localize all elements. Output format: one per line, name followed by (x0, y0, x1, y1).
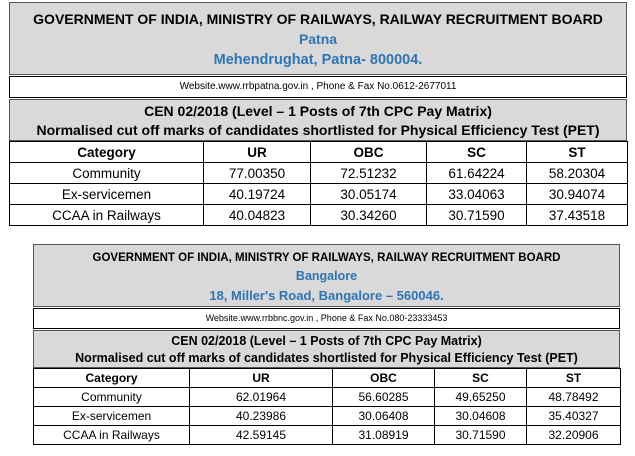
header-cell: UR (189, 368, 333, 388)
table-cell: 40.04823 (203, 204, 311, 226)
table-cell: CCAA in Railways (33, 425, 190, 445)
table-cell: 61.64224 (426, 162, 527, 184)
notice-header: GOVERNMENT OF INDIA, MINISTRY OF RAILWAY… (33, 244, 620, 307)
header-cell: ST (526, 141, 628, 163)
notice-header: GOVERNMENT OF INDIA, MINISTRY OF RAILWAY… (9, 2, 627, 75)
table-cell: 30.04608 (434, 406, 527, 426)
table-cell: 30.71590 (426, 204, 527, 226)
cen-heading: CEN 02/2018 (Level – 1 Posts of 7th CPC … (33, 330, 620, 368)
table-header-row: Category UR OBC SC ST (9, 141, 628, 163)
header-cell: ST (526, 368, 621, 388)
board-city: Bangalore (295, 269, 358, 283)
header-cell: SC (426, 141, 527, 163)
table-cell: 72.51232 (310, 162, 427, 184)
table-row: CCAA in Railways 40.04823 30.34260 30.71… (9, 204, 628, 226)
notice-patna: GOVERNMENT OF INDIA, MINISTRY OF RAILWAY… (9, 2, 628, 226)
cen-subtitle: Normalised cut off marks of candidates s… (75, 351, 578, 365)
header-cell: OBC (332, 368, 435, 388)
cen-title: CEN 02/2018 (Level – 1 Posts of 7th CPC … (171, 334, 482, 348)
table-cell: 40.23986 (189, 406, 333, 426)
cen-subtitle: Normalised cut off marks of candidates s… (36, 122, 600, 138)
cutoff-table: Category UR OBC SC ST Community 77.00350… (9, 141, 628, 226)
table-cell: 31.08919 (332, 425, 435, 445)
table-cell: 37.43518 (526, 204, 628, 226)
website-contact-line: Website.www.rrbpatna.gov.in , Phone & Fa… (9, 76, 627, 98)
table-cell: 56.60285 (332, 387, 435, 407)
table-row: Ex-servicemen 40.23986 30.06408 30.04608… (33, 406, 621, 426)
cutoff-table: Category UR OBC SC ST Community 62.01964… (33, 368, 621, 445)
header-cell: SC (434, 368, 527, 388)
header-cell: OBC (310, 141, 427, 163)
table-cell: Community (9, 162, 204, 184)
table-cell: 62.01964 (189, 387, 333, 407)
table-cell: 30.71590 (434, 425, 527, 445)
board-city: Patna (298, 31, 338, 47)
table-cell: CCAA in Railways (9, 204, 204, 226)
cen-title: CEN 02/2018 (Level – 1 Posts of 7th CPC … (144, 103, 492, 119)
table-cell: 35.40327 (526, 406, 621, 426)
table-cell: 42.59145 (189, 425, 333, 445)
header-cell: UR (203, 141, 311, 163)
table-row: Ex-servicemen 40.19724 30.05174 33.04063… (9, 183, 628, 205)
table-row: Community 62.01964 56.60285 49.65250 48.… (33, 387, 621, 407)
table-header-row: Category UR OBC SC ST (33, 368, 621, 388)
table-cell: 30.06408 (332, 406, 435, 426)
header-cell: Category (9, 141, 204, 163)
notice-bangalore: GOVERNMENT OF INDIA, MINISTRY OF RAILWAY… (33, 244, 621, 445)
board-address: Mehendrughat, Patna- 800004. (213, 52, 423, 68)
table-cell: 58.20304 (526, 162, 628, 184)
website-contact-line: Website.www.rrbbnc.gov.in , Phone & Fax … (33, 308, 620, 329)
table-cell: 30.94074 (526, 183, 628, 205)
table-cell: 40.19724 (203, 183, 311, 205)
table-cell: 77.00350 (203, 162, 311, 184)
org-name: GOVERNMENT OF INDIA, MINISTRY OF RAILWAY… (33, 11, 603, 27)
table-cell: Ex-servicemen (33, 406, 190, 426)
table-cell: 30.05174 (310, 183, 427, 205)
header-cell: Category (33, 368, 190, 388)
table-row: CCAA in Railways 42.59145 31.08919 30.71… (33, 425, 621, 445)
board-address: 18, Miller's Road, Bangalore – 560046. (209, 288, 444, 303)
table-cell: Ex-servicemen (9, 183, 204, 205)
table-cell: 30.34260 (310, 204, 427, 226)
table-cell: 48.78492 (526, 387, 621, 407)
table-cell: 32.20906 (526, 425, 621, 445)
table-cell: 33.04063 (426, 183, 527, 205)
org-name: GOVERNMENT OF INDIA, MINISTRY OF RAILWAY… (92, 252, 561, 264)
table-row: Community 77.00350 72.51232 61.64224 58.… (9, 162, 628, 184)
table-cell: Community (33, 387, 190, 407)
table-cell: 49.65250 (434, 387, 527, 407)
cen-heading: CEN 02/2018 (Level – 1 Posts of 7th CPC … (9, 99, 627, 141)
